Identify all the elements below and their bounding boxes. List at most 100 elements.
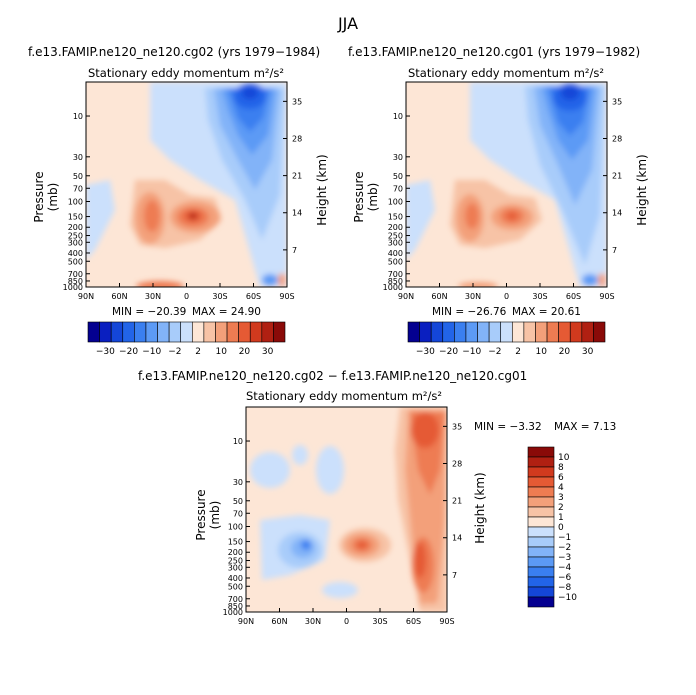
latitude-tick-label: 90N <box>398 292 414 301</box>
pressure-tick-label: 50 <box>233 497 243 506</box>
colorbar2-swatch <box>430 321 444 343</box>
colorbar2-swatch <box>465 321 478 343</box>
colorbar2-label: −20 <box>439 347 458 357</box>
colorbar2-swatch <box>419 321 432 343</box>
colorbar3-label: 4 <box>558 483 564 493</box>
colorbar2-label: −30 <box>416 347 435 357</box>
height-tick-label: 28 <box>612 134 622 143</box>
height-tick-label: 14 <box>452 534 462 543</box>
pressure-tick-label: 150 <box>228 538 243 547</box>
latitude-tick-label: 60N <box>111 292 127 301</box>
colorbar1-swatch <box>215 321 228 343</box>
colorbar3-swatch <box>527 586 555 598</box>
colorbar3-label: 0 <box>558 523 564 533</box>
pressure-tick-label: 150 <box>388 213 403 222</box>
colorbar2-label: −10 <box>462 347 481 357</box>
colorbar1-swatch <box>157 321 170 343</box>
pressure-tick-label: 30 <box>73 153 83 162</box>
latitude-tick-label: 30N <box>145 292 161 301</box>
pressure-tick-label: 850 <box>68 277 83 286</box>
latitude-tick-label: 30S <box>372 617 387 626</box>
colorbar1-swatch <box>168 321 182 343</box>
pressure-tick-label: 1000 <box>63 283 83 292</box>
colorbar1-label: −2 <box>168 347 181 357</box>
colorbar1-label: 30 <box>262 347 274 357</box>
colorbar1-swatch <box>122 321 135 343</box>
height-tick-label: 35 <box>292 97 302 106</box>
colorbar3-label: 2 <box>558 503 564 513</box>
latitude-tick-label: 0 <box>184 292 189 301</box>
colorbar3-swatch <box>527 566 555 578</box>
colorbar3-swatch <box>527 476 555 488</box>
pressure-tick-label: 30 <box>233 478 243 487</box>
pressure-tick-label: 200 <box>68 223 83 232</box>
latitude-tick-label: 60N <box>271 617 287 626</box>
latitude-tick-label: 30N <box>465 292 481 301</box>
latitude-tick-label: 60N <box>431 292 447 301</box>
colorbar3-swatch <box>527 546 555 558</box>
height-tick-label: 7 <box>612 246 617 255</box>
pressure-tick-label: 300 <box>68 238 83 247</box>
colorbar2-label: 10 <box>536 347 548 357</box>
latitude-tick-label: 90N <box>238 617 254 626</box>
colorbar1-label: 20 <box>239 347 251 357</box>
height-tick-label: 14 <box>292 209 302 218</box>
pressure-tick-label: 10 <box>233 437 243 446</box>
axis-ticks-layer: 1030507010015020025030040050070085010003… <box>63 97 623 626</box>
colorbar1-swatch <box>145 321 158 343</box>
pressure-tick-label: 10 <box>393 112 403 121</box>
colorbar3-label: −4 <box>558 563 572 573</box>
colorbar3-swatch <box>527 506 555 518</box>
colorbar3-swatch <box>527 446 555 458</box>
colorbar3-label: 3 <box>558 493 564 503</box>
panel3-min: MIN = −3.32 <box>474 421 542 433</box>
colorbar3-swatch <box>527 596 555 608</box>
panel1-field <box>86 82 287 287</box>
panel1-subtitle: Stationary eddy momentum m²/s² <box>88 66 285 80</box>
latitude-tick-label: 60S <box>566 292 581 301</box>
colorbar1-swatch <box>203 321 216 343</box>
height-tick-label: 35 <box>612 97 622 106</box>
latitude-tick-label: 0 <box>504 292 509 301</box>
colorbar1-swatch <box>191 321 205 343</box>
colorbar2-swatch <box>500 321 513 343</box>
height-tick-label: 7 <box>292 246 297 255</box>
colorbar2-label: 2 <box>515 347 521 357</box>
latitude-tick-label: 30N <box>305 617 321 626</box>
latitude-tick-label: 90N <box>78 292 94 301</box>
colorbar2-label: −2 <box>488 347 501 357</box>
colorbar2-swatch <box>488 321 502 343</box>
pressure-tick-label: 250 <box>388 232 403 241</box>
pressure-tick-label: 850 <box>228 602 243 611</box>
colorbar1-swatch <box>180 321 193 343</box>
colorbar1-swatch <box>99 321 112 343</box>
pressure-tick-label: 100 <box>228 523 243 532</box>
colorbar2-swatch <box>454 321 467 343</box>
colorbar3-swatch <box>527 466 555 478</box>
pressure-tick-label: 200 <box>228 548 243 557</box>
pressure-tick-label: 70 <box>73 184 83 193</box>
panel2-title: f.e13.FAMIP.ne120_ne120.cg01 (yrs 1979−1… <box>348 45 641 59</box>
height-tick-label: 28 <box>292 134 302 143</box>
panel2-min: MIN = −26.76 <box>432 306 507 318</box>
colorbar3-swatch <box>527 496 555 508</box>
colorbar3-label: −1 <box>558 533 571 543</box>
colorbar2-swatch <box>581 321 594 343</box>
panel3-field <box>246 407 447 612</box>
colorbar3-swatch <box>527 536 555 548</box>
colorbar3-label: −10 <box>558 593 577 603</box>
latitude-tick-label: 60S <box>246 292 261 301</box>
latitude-tick-label: 90S <box>439 617 454 626</box>
colorbar3-swatch <box>527 456 555 468</box>
height-tick-label: 21 <box>292 172 302 181</box>
colorbar3-label: −6 <box>558 573 572 583</box>
colorbar1-swatch <box>87 321 100 343</box>
panel3-max: MAX = 7.13 <box>554 421 617 433</box>
colorbar1-label: −10 <box>142 347 161 357</box>
panel3-title: f.e13.FAMIP.ne120_ne120.cg02 − f.e13.FAM… <box>138 369 528 383</box>
colorbar2-swatch <box>511 321 525 343</box>
latitude-tick-label: 30S <box>212 292 227 301</box>
colorbar1-swatch <box>273 321 286 343</box>
panel2-max: MAX = 20.61 <box>512 306 581 318</box>
